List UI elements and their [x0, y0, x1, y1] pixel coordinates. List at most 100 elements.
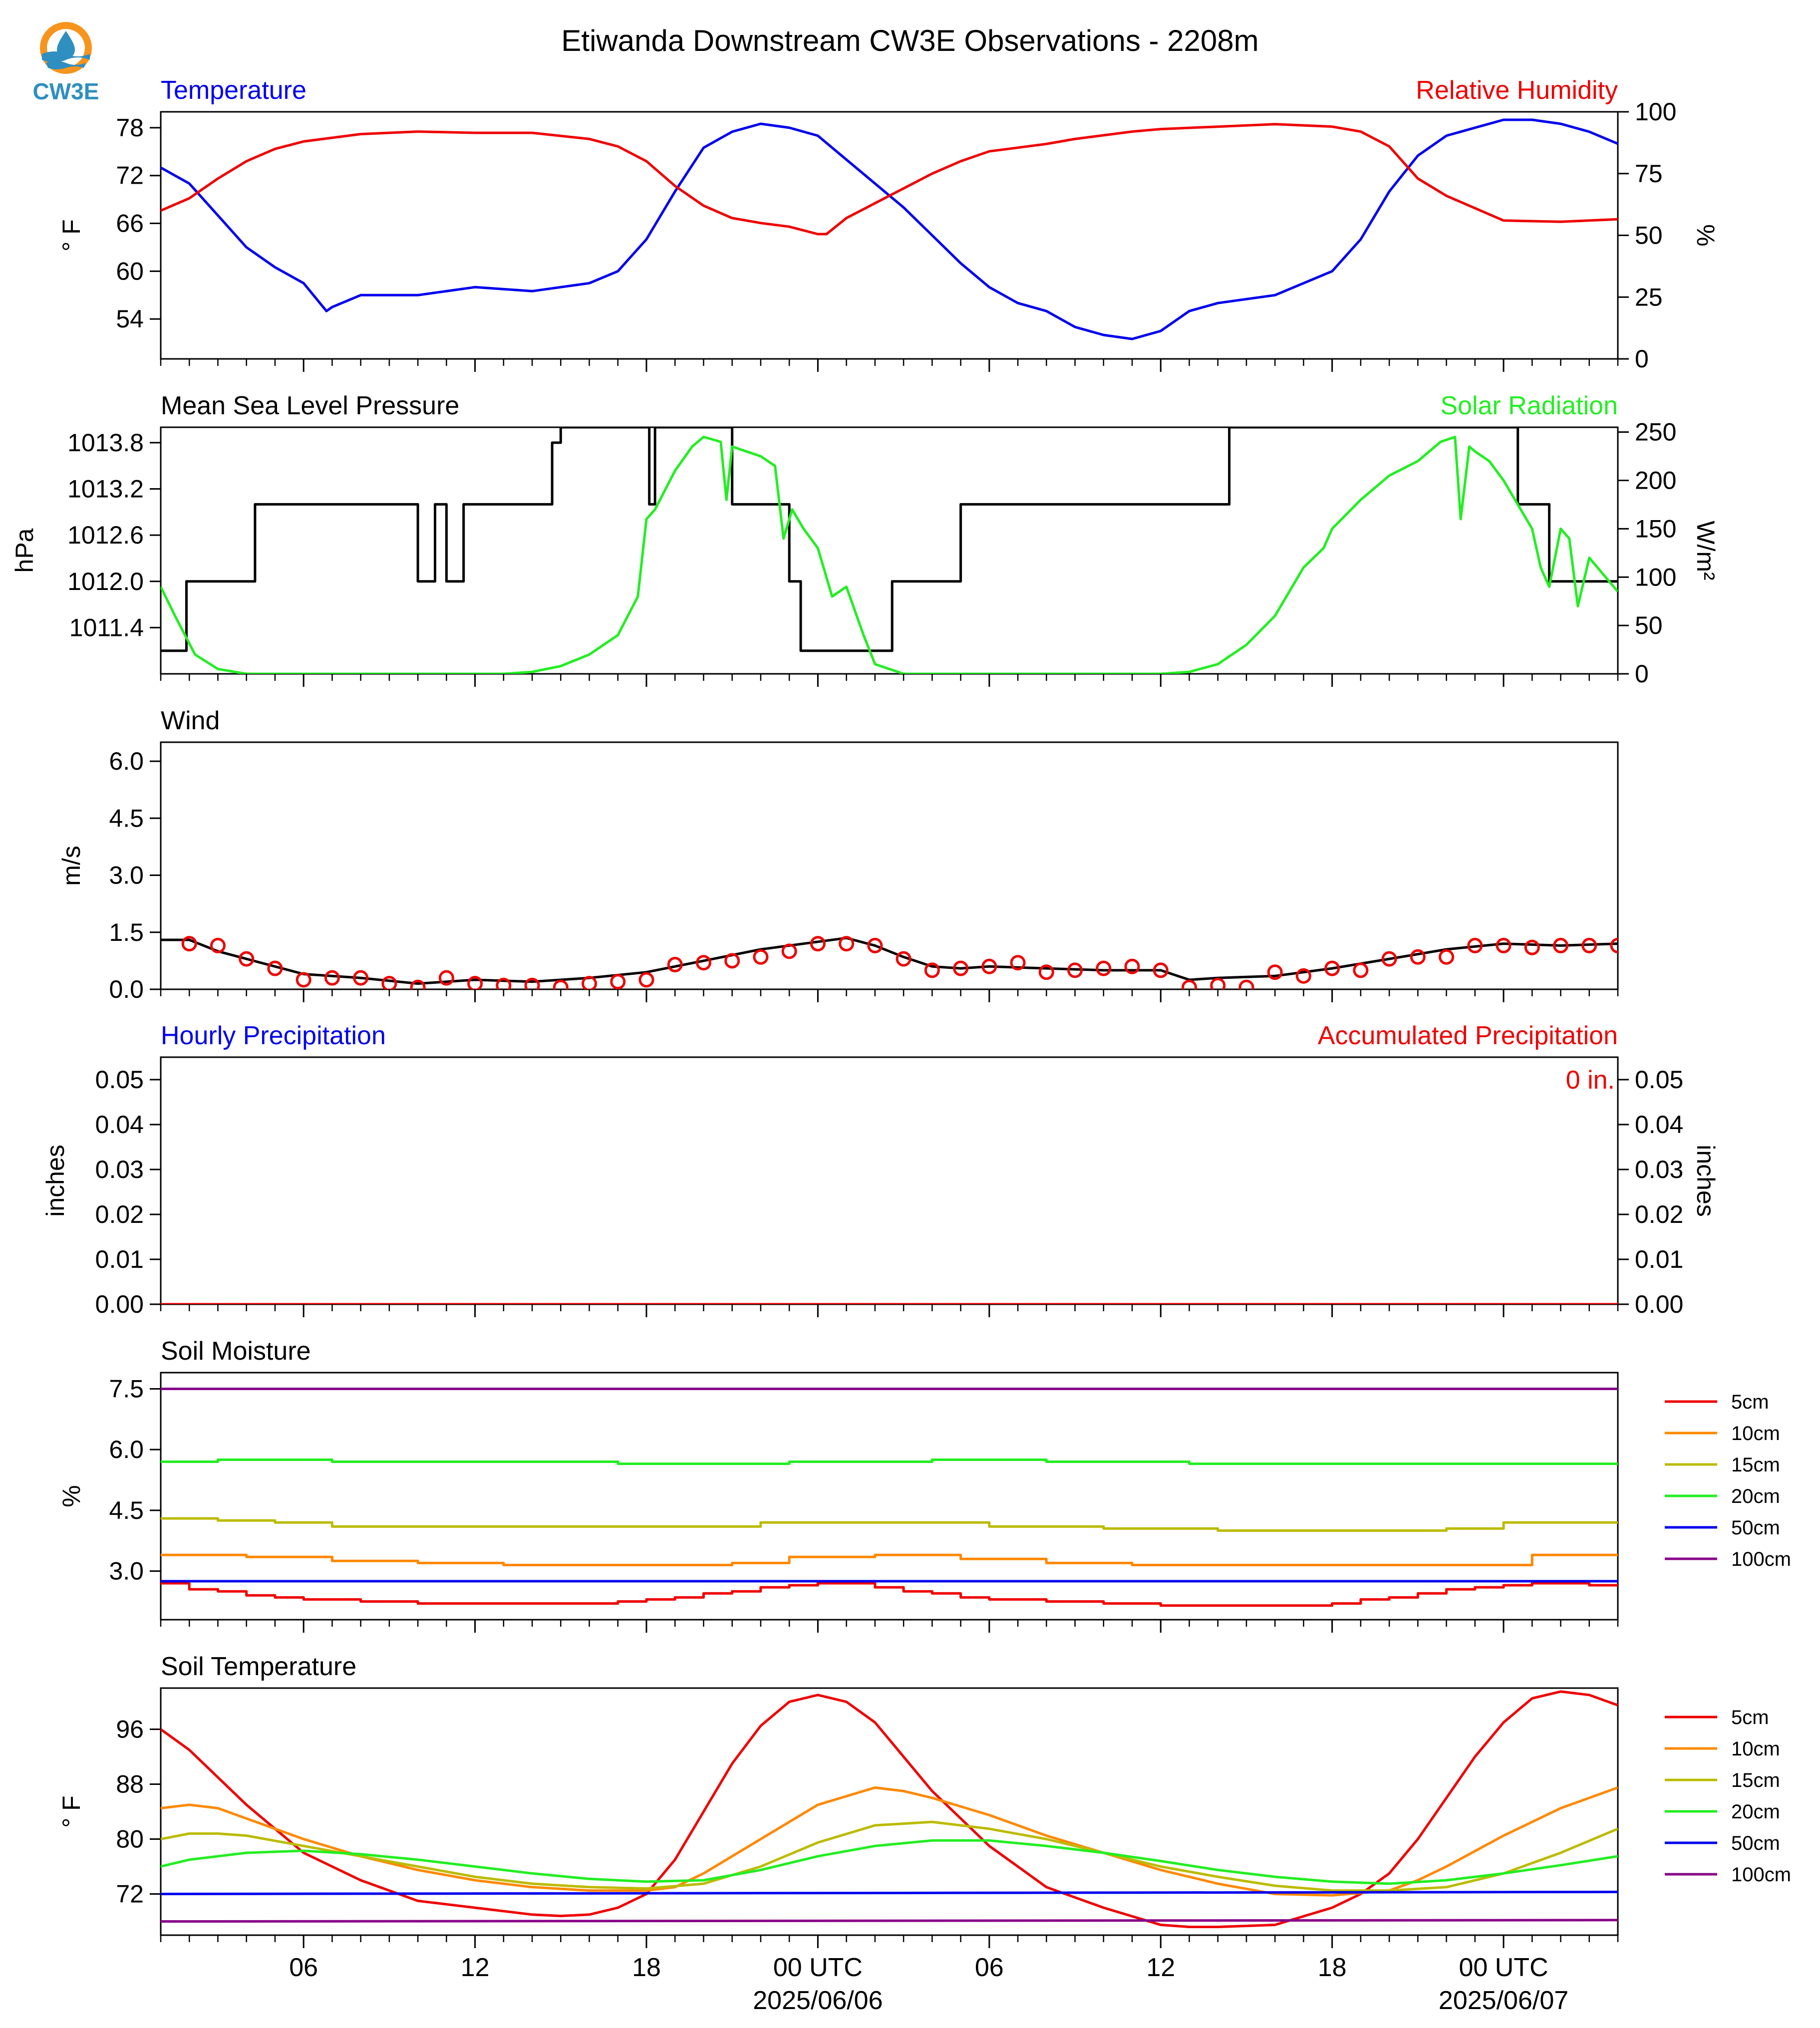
y-axis-label-left: ° F	[57, 219, 85, 251]
series-line-10cm	[161, 1786, 1618, 1897]
y-tick-label-right: 0.04	[1635, 1111, 1683, 1139]
y-tick-label-right: 0.05	[1635, 1066, 1683, 1094]
wind-marker	[1467, 937, 1483, 953]
y-axis-label-left: m/s	[57, 846, 85, 886]
wind-marker	[1181, 979, 1197, 989]
y-axis-label-left: inches	[41, 1145, 69, 1217]
wind-marker	[1524, 939, 1540, 955]
y-tick-label-right: 0	[1635, 660, 1649, 688]
series-line-50cm	[161, 1890, 1618, 1895]
y-tick-label-left: 4.5	[109, 1496, 144, 1524]
wind-marker	[353, 970, 369, 986]
series-group	[161, 1388, 1618, 1607]
wind-marker	[496, 977, 512, 989]
panel-soil_moisture: Soil Moisture 3.0 4.5 6.0 7.5% 5cm 10cm 15cm 20c…	[57, 1337, 1791, 1633]
y-axis-label-left: ° F	[57, 1795, 85, 1827]
series-group	[161, 427, 1618, 674]
legend-label: 5cm	[1731, 1707, 1769, 1729]
wind-marker	[1381, 951, 1397, 967]
y-tick-label-left: 66	[116, 210, 144, 238]
y-tick-label-left: 0.03	[95, 1156, 144, 1183]
y-tick-label-right: 0.00	[1635, 1290, 1683, 1318]
series-line-10cm	[161, 1553, 1618, 1566]
y-tick-label-left: 0.04	[95, 1111, 144, 1139]
y-tick-label-right: 250	[1635, 418, 1676, 446]
panel-temp_rh: Temperature Relative Humidity 54 60 66 72 78 ° …	[57, 76, 1720, 373]
wind-marker	[896, 951, 911, 967]
y-tick-label-left: 72	[116, 1880, 144, 1908]
wind-marker	[953, 960, 969, 976]
series-line-temperature	[161, 118, 1618, 340]
series-line-5cm	[161, 1690, 1618, 1928]
panel-title-left: Mean Sea Level Pressure	[161, 391, 459, 420]
figure-title: Etiwanda Downstream CW3E Observations - …	[561, 24, 1258, 57]
panel-frame	[160, 741, 1619, 990]
y-tick-label-left: 88	[116, 1770, 144, 1798]
y-tick-label-left: 3.0	[109, 862, 144, 889]
y-tick-label-right: 0	[1635, 345, 1649, 373]
y-tick-label-left: 54	[116, 305, 144, 333]
wind-marker	[1610, 937, 1618, 953]
wind-marker	[1038, 964, 1054, 980]
wind-marker	[1295, 968, 1311, 984]
wind-marker	[610, 974, 626, 989]
y-tick-label-left: 4.5	[109, 804, 144, 832]
y-tick-label-left: 7.5	[109, 1375, 144, 1403]
x-tick-label: 12	[1146, 1953, 1175, 1982]
series-line-relative-humidity	[161, 123, 1618, 236]
y-tick-label-left: 1013.2	[67, 475, 144, 503]
panel-frame	[160, 1687, 1619, 1936]
x-tick-label: 18	[1318, 1953, 1347, 1982]
panel-title-left: Soil Moisture	[161, 1337, 311, 1366]
y-tick-label-right: 50	[1635, 611, 1663, 639]
series-line-5cm	[161, 1582, 1618, 1607]
y-tick-label-left: 0.0	[109, 975, 144, 1003]
y-tick-label-right: 200	[1635, 467, 1676, 495]
wind-marker	[582, 976, 598, 989]
wind-marker	[1496, 937, 1512, 953]
cw3e-logo: CW3E	[31, 19, 101, 104]
panel-title-right: Relative Humidity	[1416, 76, 1618, 105]
series-group	[161, 936, 1618, 989]
panel-title-left: Wind	[161, 706, 220, 735]
legend-label: 5cm	[1731, 1391, 1769, 1413]
wind-marker	[467, 976, 483, 989]
x-tick-label: 06	[289, 1953, 318, 1982]
wind-marker	[1267, 964, 1283, 980]
series-group	[161, 118, 1618, 340]
y-tick-label-left: 0.00	[95, 1290, 144, 1318]
wind-marker	[839, 936, 855, 952]
wind-marker	[267, 960, 283, 976]
wind-marker	[1553, 937, 1569, 953]
y-axis-label-right: inches	[1692, 1145, 1720, 1217]
legend-label: 100cm	[1731, 1864, 1791, 1886]
y-tick-label-left: 3.0	[109, 1557, 144, 1585]
legend-label: 50cm	[1731, 1517, 1780, 1539]
wind-marker	[1153, 962, 1169, 978]
panel-precip: Hourly Precipitation Accumulated Precipit…	[41, 1021, 1720, 1318]
wind-marker	[781, 943, 797, 959]
y-axis-label-right: %	[1692, 224, 1720, 246]
y-tick-label-left: 78	[116, 114, 144, 142]
y-tick-label-left: 1013.8	[67, 429, 144, 457]
panel-title-right: Accumulated Precipitation	[1318, 1021, 1618, 1050]
y-tick-label-left: 1012.0	[67, 568, 144, 595]
wind-marker	[1410, 949, 1426, 965]
wind-marker	[1010, 955, 1026, 971]
panel-title-left: Temperature	[161, 76, 306, 105]
x-tick-label: 00 UTC	[773, 1953, 863, 1982]
y-tick-label-right: 0.02	[1635, 1200, 1683, 1228]
wind-marker	[410, 979, 426, 989]
y-axis-label-right: W/m²	[1692, 521, 1720, 580]
y-axis-label-left: %	[57, 1485, 85, 1507]
y-tick-label-left: 1.5	[109, 918, 144, 946]
legend-label: 20cm	[1731, 1485, 1780, 1507]
series-line-15cm	[161, 1517, 1618, 1532]
y-tick-label-left: 0.01	[95, 1245, 144, 1273]
legend-label: 10cm	[1731, 1423, 1780, 1445]
wind-marker	[867, 937, 883, 953]
wind-marker	[553, 979, 569, 989]
y-tick-label-right: 25	[1635, 283, 1663, 311]
wind-marker	[1581, 937, 1597, 953]
panel-pressure_solar: Mean Sea Level Pressure Solar Radiation 10…	[10, 391, 1720, 688]
